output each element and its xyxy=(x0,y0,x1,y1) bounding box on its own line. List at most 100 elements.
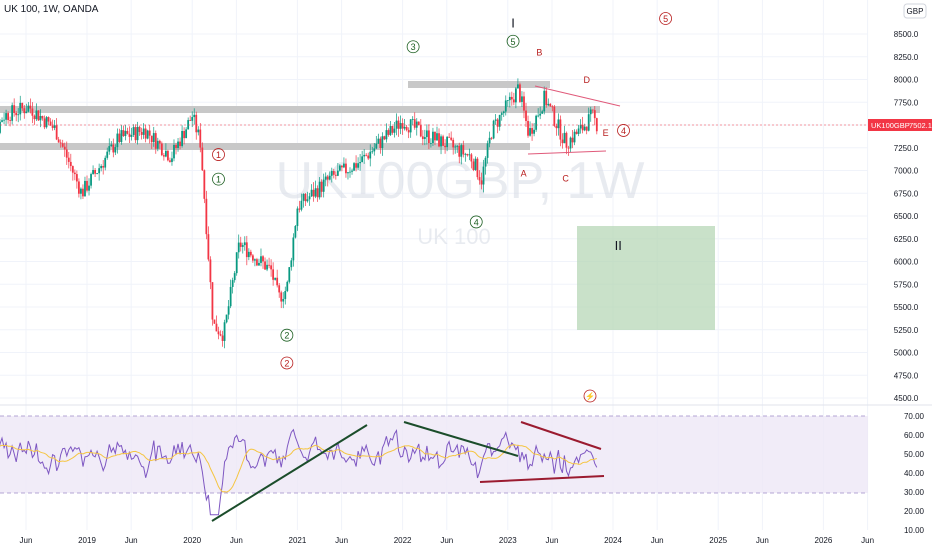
candle-body xyxy=(302,193,305,201)
candle-body xyxy=(553,106,556,126)
candle-body xyxy=(126,130,129,134)
time-axis[interactable]: Jun 2019 Jun 2020 Jun 2021 Jun 2022 Jun 2023 Jun 20… xyxy=(20,536,875,545)
candle-body xyxy=(379,138,382,149)
candle-body xyxy=(35,110,38,120)
candle-body xyxy=(88,185,90,191)
resistance-zone-top xyxy=(408,81,550,88)
candle-body xyxy=(521,96,523,102)
triangle-upper-line[interactable] xyxy=(534,85,621,107)
candle-body xyxy=(444,145,446,148)
candle-body xyxy=(239,242,242,247)
candle-body xyxy=(61,143,64,147)
candle-body xyxy=(460,145,463,157)
rsi-axis[interactable]: 70.00 60.00 50.00 40.00 30.00 20.00 10.00 xyxy=(904,412,925,535)
candle-body xyxy=(162,155,165,157)
candle-body xyxy=(69,161,72,167)
candle-body xyxy=(502,111,505,114)
candle-body xyxy=(514,88,517,103)
candle-body xyxy=(517,84,519,89)
candle-body xyxy=(498,114,501,127)
candle-body xyxy=(65,149,68,158)
candle-body xyxy=(245,242,248,258)
candle-body xyxy=(118,133,121,143)
candle-body xyxy=(363,154,366,157)
wave-label: 3 xyxy=(411,42,416,52)
currency-box[interactable] xyxy=(903,3,927,19)
time-tick-label: 2025 xyxy=(709,536,727,545)
candle-body xyxy=(381,136,384,149)
candle-body xyxy=(11,105,14,121)
rsi-trendline-red-lower[interactable] xyxy=(479,475,605,483)
candle-body xyxy=(71,166,74,173)
lightning-icon[interactable] xyxy=(583,389,597,403)
candle-body xyxy=(73,172,76,175)
candle-body xyxy=(219,334,222,336)
candle-body xyxy=(375,143,378,149)
candle-body xyxy=(90,174,92,186)
candle-body xyxy=(124,130,127,137)
time-tick-label: Jun xyxy=(125,536,138,545)
candle-body xyxy=(421,136,424,139)
price-tick-label: 8500.0 xyxy=(894,30,919,39)
price-tick-label: 7250.0 xyxy=(894,144,919,153)
candle-body xyxy=(209,259,212,283)
candle-body xyxy=(484,157,487,167)
candle-body xyxy=(262,256,264,262)
wave-label: 2 xyxy=(284,358,289,368)
wave-label-circle xyxy=(469,215,483,229)
candle-body xyxy=(116,133,119,148)
candle-body xyxy=(533,129,535,134)
candle-body xyxy=(401,123,404,129)
candle-body xyxy=(409,119,412,133)
price-tick-label: 8250.0 xyxy=(894,53,919,62)
candle-body xyxy=(591,109,594,111)
candle-body xyxy=(387,130,390,135)
candle-body xyxy=(19,102,22,115)
candle-body xyxy=(577,128,580,134)
time-tick-label: Jun xyxy=(861,536,874,545)
rsi-trendline-red-upper[interactable] xyxy=(520,421,602,450)
candle-body xyxy=(561,139,564,144)
candle-body xyxy=(415,121,418,128)
candle-body xyxy=(411,119,414,120)
candle-body xyxy=(569,137,572,149)
candle-body xyxy=(181,130,183,146)
rsi-trendline-green-up[interactable] xyxy=(211,424,368,522)
candle-body xyxy=(573,131,576,143)
candle-body xyxy=(256,259,258,266)
candle-body xyxy=(343,163,345,168)
candle-body xyxy=(474,158,477,170)
candle-body xyxy=(492,120,495,139)
candle-body xyxy=(59,142,62,144)
wave-label-circle xyxy=(659,12,672,25)
candle-body xyxy=(547,103,550,106)
candle-body xyxy=(523,96,525,111)
price-tick-label: 6250.0 xyxy=(894,235,919,244)
rsi-trendline-green-down[interactable] xyxy=(403,421,519,457)
target-box[interactable] xyxy=(577,226,715,330)
candle-body xyxy=(94,169,96,174)
candle-body xyxy=(476,158,479,178)
price-tick-label: 6750.0 xyxy=(894,189,919,198)
candle-body xyxy=(399,123,402,129)
lightning-glyph: ⚡ xyxy=(585,391,595,401)
candle-body xyxy=(434,131,436,141)
time-tick-label: Jun xyxy=(20,536,33,545)
candle-body xyxy=(334,174,337,176)
candle-body xyxy=(96,173,99,175)
candle-body xyxy=(276,277,279,286)
candle-body xyxy=(298,208,301,210)
time-tick-label: 2026 xyxy=(815,536,833,545)
candle-body xyxy=(173,144,175,159)
candle-body xyxy=(458,145,461,157)
candle-body xyxy=(75,174,78,182)
candle-body xyxy=(571,137,574,143)
price-axis[interactable]: 8500.08250.08000.07750.07500.07250.07000… xyxy=(894,30,919,403)
price-tick-label: 6000.0 xyxy=(894,258,919,267)
triangle-lower-line[interactable] xyxy=(527,150,607,155)
candle-body xyxy=(237,242,240,253)
time-tick-label: Jun xyxy=(440,536,453,545)
candle-body xyxy=(373,148,376,152)
candle-body xyxy=(438,133,440,147)
